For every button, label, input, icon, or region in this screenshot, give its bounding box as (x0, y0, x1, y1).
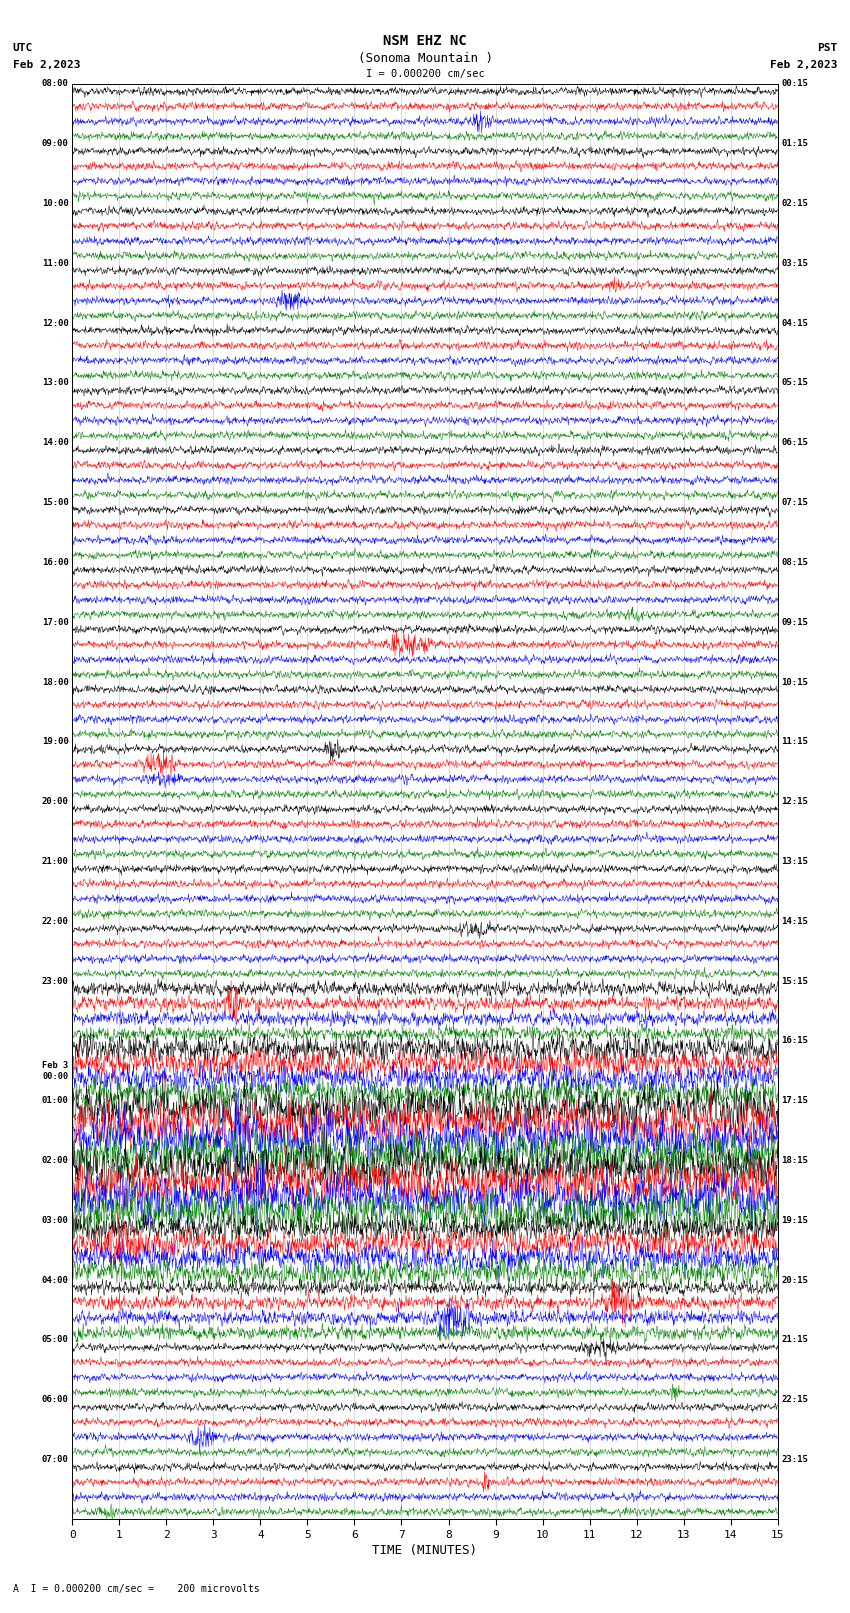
Text: 04:00: 04:00 (42, 1276, 69, 1284)
Text: 21:00: 21:00 (42, 857, 69, 866)
Text: 10:15: 10:15 (781, 677, 808, 687)
Text: 14:00: 14:00 (42, 439, 69, 447)
Text: 05:00: 05:00 (42, 1336, 69, 1345)
Text: 08:15: 08:15 (781, 558, 808, 566)
Text: Feb 3
00:00: Feb 3 00:00 (42, 1061, 69, 1081)
Text: 18:15: 18:15 (781, 1157, 808, 1165)
Text: 12:00: 12:00 (42, 319, 69, 327)
Text: Feb 2,2023: Feb 2,2023 (13, 60, 80, 69)
Text: 20:00: 20:00 (42, 797, 69, 806)
Text: 17:00: 17:00 (42, 618, 69, 627)
Text: 13:15: 13:15 (781, 857, 808, 866)
Text: 02:15: 02:15 (781, 198, 808, 208)
Text: 22:15: 22:15 (781, 1395, 808, 1405)
Text: 18:00: 18:00 (42, 677, 69, 687)
Text: 11:15: 11:15 (781, 737, 808, 747)
Text: 16:15: 16:15 (781, 1037, 808, 1045)
Text: 03:00: 03:00 (42, 1216, 69, 1224)
Text: I = 0.000200 cm/sec: I = 0.000200 cm/sec (366, 69, 484, 79)
Text: UTC: UTC (13, 44, 33, 53)
Text: 06:15: 06:15 (781, 439, 808, 447)
Text: 17:15: 17:15 (781, 1097, 808, 1105)
Text: (Sonoma Mountain ): (Sonoma Mountain ) (358, 52, 492, 65)
Text: A  I = 0.000200 cm/sec =    200 microvolts: A I = 0.000200 cm/sec = 200 microvolts (13, 1584, 259, 1594)
Text: 09:15: 09:15 (781, 618, 808, 627)
Text: 05:15: 05:15 (781, 379, 808, 387)
Text: 15:00: 15:00 (42, 498, 69, 506)
Text: 01:00: 01:00 (42, 1097, 69, 1105)
X-axis label: TIME (MINUTES): TIME (MINUTES) (372, 1544, 478, 1557)
Text: 12:15: 12:15 (781, 797, 808, 806)
Text: 03:15: 03:15 (781, 258, 808, 268)
Text: 21:15: 21:15 (781, 1336, 808, 1345)
Text: 07:00: 07:00 (42, 1455, 69, 1465)
Text: Feb 2,2023: Feb 2,2023 (770, 60, 837, 69)
Text: PST: PST (817, 44, 837, 53)
Text: 06:00: 06:00 (42, 1395, 69, 1405)
Text: 22:00: 22:00 (42, 916, 69, 926)
Text: 09:00: 09:00 (42, 139, 69, 148)
Text: 13:00: 13:00 (42, 379, 69, 387)
Text: 00:15: 00:15 (781, 79, 808, 89)
Text: 14:15: 14:15 (781, 916, 808, 926)
Text: 01:15: 01:15 (781, 139, 808, 148)
Text: NSM EHZ NC: NSM EHZ NC (383, 34, 467, 48)
Text: 04:15: 04:15 (781, 319, 808, 327)
Text: 16:00: 16:00 (42, 558, 69, 566)
Text: 07:15: 07:15 (781, 498, 808, 506)
Text: 11:00: 11:00 (42, 258, 69, 268)
Text: 23:00: 23:00 (42, 976, 69, 986)
Text: 23:15: 23:15 (781, 1455, 808, 1465)
Text: 02:00: 02:00 (42, 1157, 69, 1165)
Text: 19:00: 19:00 (42, 737, 69, 747)
Text: 19:15: 19:15 (781, 1216, 808, 1224)
Text: 08:00: 08:00 (42, 79, 69, 89)
Text: 15:15: 15:15 (781, 976, 808, 986)
Text: 10:00: 10:00 (42, 198, 69, 208)
Text: 20:15: 20:15 (781, 1276, 808, 1284)
